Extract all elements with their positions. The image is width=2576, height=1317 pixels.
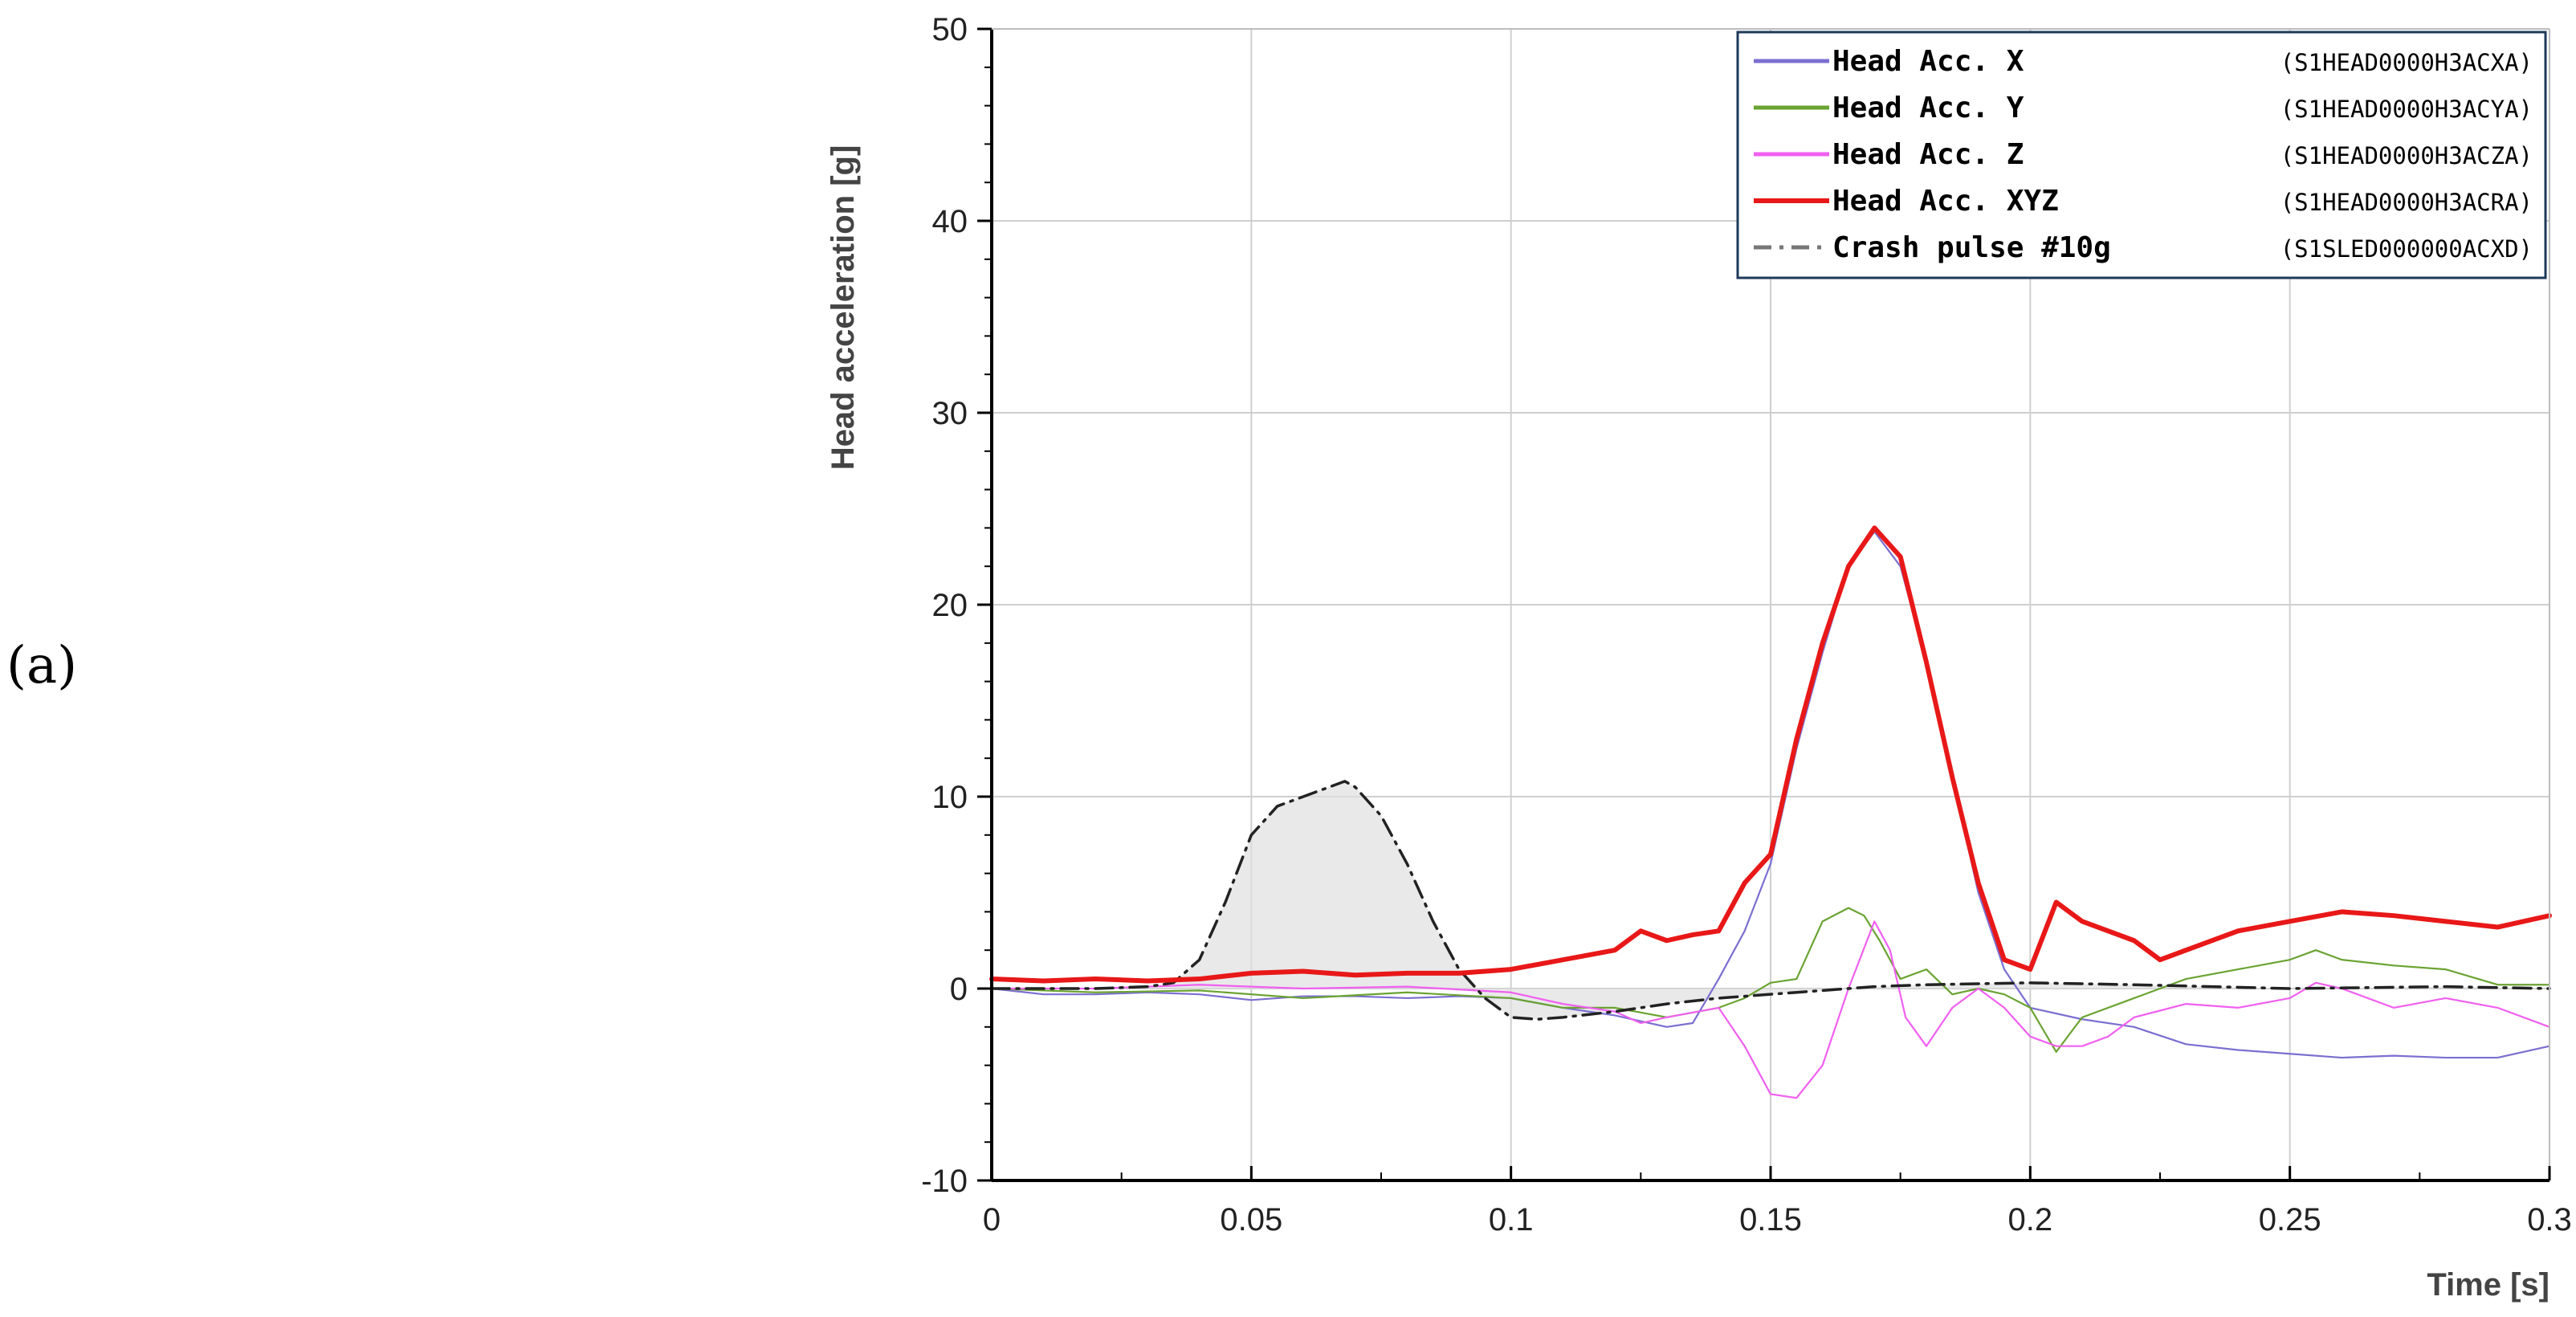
series-line-2 [990, 920, 2551, 1099]
crash-pulse-area [992, 781, 2550, 1020]
x-tick-label: 0.1 [1489, 1202, 1534, 1237]
legend-box [1736, 31, 2547, 279]
y-tick-label: -10 [921, 1164, 968, 1199]
y-tick-label: 20 [932, 588, 968, 623]
y-tick-label: 40 [932, 204, 968, 239]
legend-code-4: (S1SLED000000ACXD) [2280, 235, 2533, 263]
x-tick-label: 0.25 [2259, 1202, 2321, 1237]
legend-label-4: Crash pulse #10g [1832, 231, 2111, 264]
y-tick-label: 10 [932, 780, 968, 815]
series-line-0 [990, 531, 2551, 1059]
legend-code-1: (S1HEAD0000H3ACYA) [2280, 96, 2533, 123]
x-tick-label: 0.2 [2008, 1202, 2053, 1237]
x-axis-title: Time [s] [2427, 1267, 2550, 1303]
series-lines [989, 525, 2552, 1099]
legend-label-3: Head Acc. XYZ [1832, 185, 2059, 218]
panel-label: (a) [6, 636, 78, 695]
y-tick-label: 0 [950, 972, 968, 1007]
legend-code-3: (S1HEAD0000H3ACRA) [2280, 189, 2533, 216]
axes: 0 0.05 0.1 0.15 0.2 0.25 0.3 -10 0 10 20 30 40 50 Time… [825, 12, 2572, 1303]
legend-code-2: (S1HEAD0000H3ACZA) [2280, 142, 2533, 169]
legend-label-2: Head Acc. Z [1832, 138, 2024, 171]
legend-code-0: (S1HEAD0000H3ACXA) [2280, 49, 2533, 76]
y-axis-title: Head acceleration [g] [825, 145, 861, 471]
legend: Head Acc. X (S1HEAD0000H3ACXA) Head Acc. Y… [1736, 31, 2547, 279]
series-line-4 [990, 780, 2551, 1021]
x-tick-label: 0 [983, 1202, 1001, 1237]
legend-label-1: Head Acc. Y [1832, 92, 2024, 124]
x-tick-label: 0.3 [2527, 1202, 2572, 1237]
y-tick-label: 30 [932, 396, 968, 431]
series-line-3 [989, 525, 2552, 984]
legend-label-0: Head Acc. X [1832, 45, 2024, 78]
series-line-1 [990, 907, 2551, 1053]
y-tick-label: 50 [932, 12, 968, 47]
x-tick-label: 0.05 [1220, 1202, 1282, 1237]
x-tick-label: 0.15 [1739, 1202, 1802, 1237]
